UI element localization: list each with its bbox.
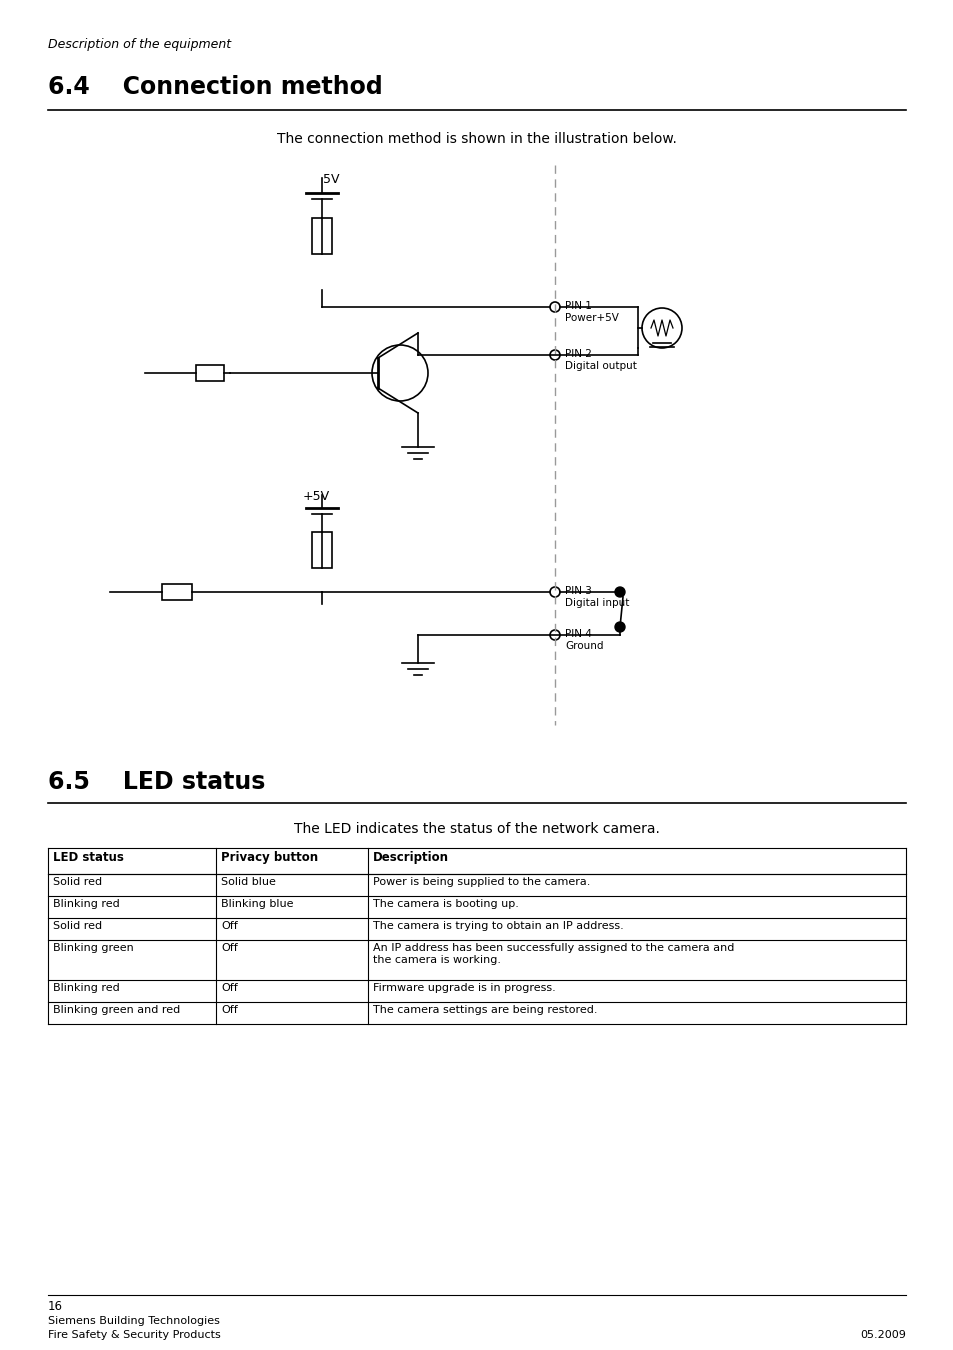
Bar [312, 217, 332, 254]
Bar [312, 532, 332, 568]
Bar [162, 585, 192, 599]
Text: 6.4    Connection method: 6.4 Connection method [48, 76, 382, 99]
Text: Off: Off [221, 983, 237, 994]
Circle shape [550, 587, 559, 597]
Text: Power+5V: Power+5V [564, 313, 618, 323]
Text: Privacy button: Privacy button [221, 850, 317, 864]
Text: The camera is booting up.: The camera is booting up. [373, 899, 518, 909]
Text: 6.5    LED status: 6.5 LED status [48, 769, 265, 794]
Text: Ground: Ground [564, 641, 603, 651]
Circle shape [550, 302, 559, 312]
Text: Off: Off [221, 921, 237, 931]
Text: 16: 16 [48, 1300, 63, 1314]
Text: Description: Description [373, 850, 449, 864]
Text: PIN 2: PIN 2 [564, 350, 591, 359]
Text: LED status: LED status [53, 850, 124, 864]
Text: Off: Off [221, 944, 237, 953]
Text: Solid red: Solid red [53, 878, 102, 887]
Text: 05.2009: 05.2009 [860, 1330, 905, 1341]
Circle shape [615, 587, 624, 597]
Text: The camera settings are being restored.: The camera settings are being restored. [373, 1004, 597, 1015]
Text: 5V: 5V [323, 173, 339, 186]
Text: An IP address has been successfully assigned to the camera and
the camera is wor: An IP address has been successfully assi… [373, 944, 734, 965]
Circle shape [641, 308, 681, 348]
Text: PIN 3: PIN 3 [564, 586, 591, 595]
Text: Solid blue: Solid blue [221, 878, 275, 887]
Text: Blinking red: Blinking red [53, 983, 120, 994]
Text: Description of the equipment: Description of the equipment [48, 38, 231, 51]
Text: Power is being supplied to the camera.: Power is being supplied to the camera. [373, 878, 590, 887]
Circle shape [615, 622, 624, 632]
Text: The camera is trying to obtain an IP address.: The camera is trying to obtain an IP add… [373, 921, 623, 931]
Circle shape [550, 630, 559, 640]
Text: PIN 4: PIN 4 [564, 629, 591, 639]
Text: Blinking green and red: Blinking green and red [53, 1004, 180, 1015]
Circle shape [550, 350, 559, 360]
Text: PIN 1: PIN 1 [564, 301, 591, 310]
Bar [195, 364, 224, 381]
Text: Blinking green: Blinking green [53, 944, 133, 953]
Text: Off: Off [221, 1004, 237, 1015]
Text: Fire Safety & Security Products: Fire Safety & Security Products [48, 1330, 220, 1341]
Text: The LED indicates the status of the network camera.: The LED indicates the status of the netw… [294, 822, 659, 836]
Circle shape [372, 346, 428, 401]
Text: Digital output: Digital output [564, 360, 637, 371]
Text: Solid red: Solid red [53, 921, 102, 931]
Text: Digital input: Digital input [564, 598, 629, 608]
Text: The connection method is shown in the illustration below.: The connection method is shown in the il… [276, 132, 677, 146]
Text: Blinking blue: Blinking blue [221, 899, 294, 909]
Text: Blinking red: Blinking red [53, 899, 120, 909]
Text: Firmware upgrade is in progress.: Firmware upgrade is in progress. [373, 983, 556, 994]
Text: +5V: +5V [303, 490, 330, 504]
Text: Siemens Building Technologies: Siemens Building Technologies [48, 1316, 219, 1326]
